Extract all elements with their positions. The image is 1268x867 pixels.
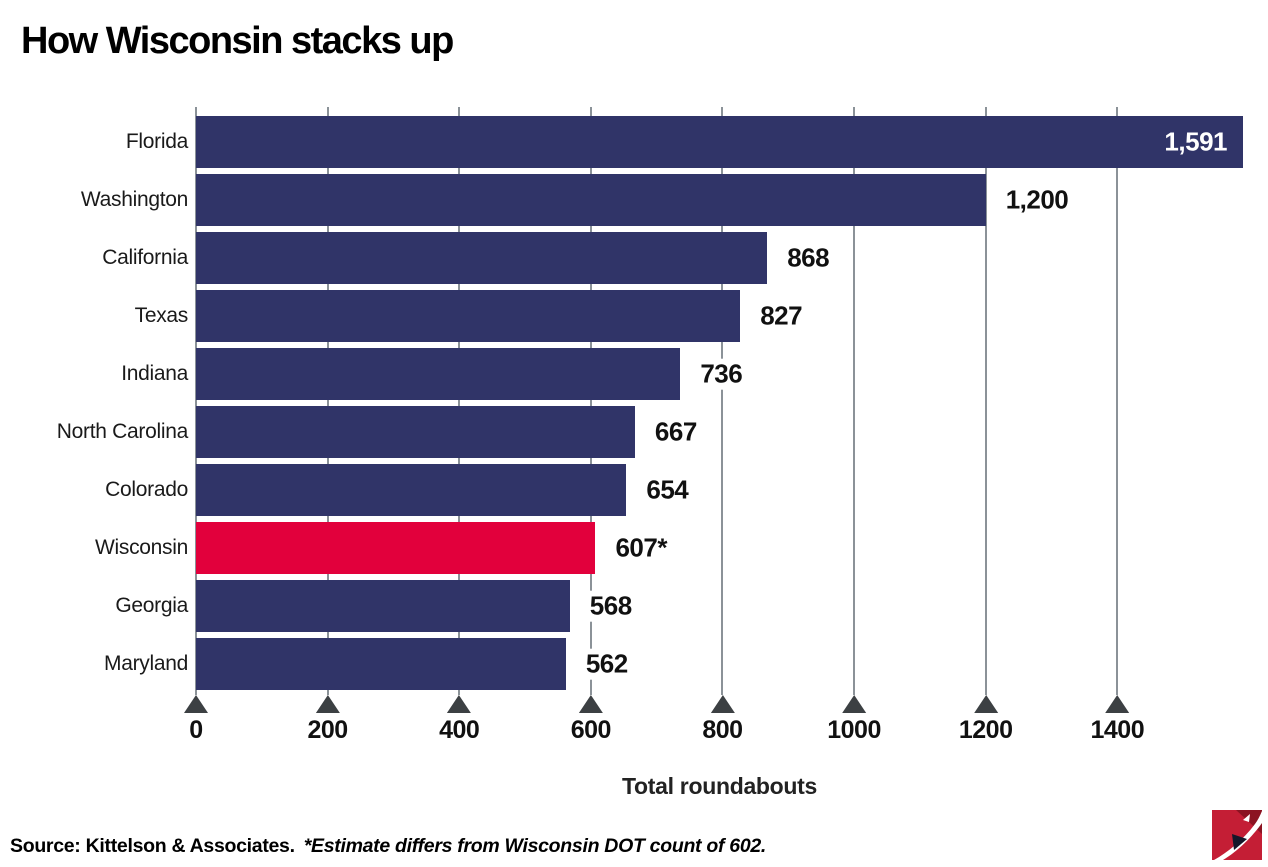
gridline-800	[721, 107, 724, 695]
x-tick-600: 600	[571, 695, 611, 745]
category-label-texas: Texas	[134, 304, 189, 327]
bar-row-california: California 868	[102, 232, 1243, 290]
chart-title: How Wisconsin stacks up	[21, 20, 454, 62]
bar-indiana: 736	[196, 348, 749, 400]
tick-label-1000: 1000	[827, 716, 881, 744]
gridline-1000	[853, 107, 856, 695]
tick-label-400: 400	[439, 716, 480, 744]
tick-label-1400: 1400	[1090, 716, 1145, 744]
bar-north-carolina: 667	[196, 406, 703, 458]
x-tick-1400: 1400	[1090, 695, 1145, 745]
tick-triangle-icon	[315, 695, 340, 713]
x-axis: 0 200 400 600 800 1000 1200 1400	[184, 695, 1243, 751]
bar-row-maryland: Maryland 562	[104, 638, 1243, 696]
bar-colorado: 654	[196, 464, 695, 516]
category-label-georgia: Georgia	[115, 594, 188, 617]
category-label-california: California	[102, 246, 188, 269]
x-tick-1200: 1200	[959, 695, 1013, 745]
bar-rows: Florida 1,591 Washington 1,200 California 868…	[57, 116, 1243, 696]
x-tick-1000: 1000	[827, 695, 881, 745]
bar-row-washington: Washington 1,200	[81, 174, 1243, 232]
value-label-colorado: 654	[640, 474, 695, 506]
journal-sentinel-logo	[1212, 810, 1262, 860]
bar-row-texas: Texas 827	[135, 290, 1243, 348]
x-tick-0: 0	[184, 695, 208, 745]
tick-triangle-icon	[447, 695, 472, 713]
tick-label-1200: 1200	[958, 716, 1013, 744]
gridline-200	[326, 107, 329, 695]
category-label-florida: Florida	[125, 130, 188, 153]
bar-row-colorado: Colorado 654	[105, 464, 1243, 522]
value-label-maryland: 562	[579, 648, 634, 680]
x-tick-800: 800	[702, 695, 743, 745]
logo-nib	[1232, 834, 1247, 850]
logo-barb	[1243, 814, 1250, 822]
tick-label-800: 800	[702, 716, 743, 744]
tick-label-600: 600	[570, 716, 612, 744]
x-tick-400: 400	[439, 695, 480, 745]
source-text: Source: Kittelson & Associates.	[10, 835, 295, 857]
bar-wisconsin: 607*	[196, 522, 673, 574]
category-label-indiana: Indiana	[121, 362, 188, 385]
bar-florida: 1,591	[196, 116, 1243, 168]
gridline-400	[458, 107, 461, 695]
tick-triangle-icon	[184, 695, 208, 713]
value-label-north-carolina: 667	[648, 416, 703, 448]
tick-triangle-icon	[1105, 695, 1130, 713]
category-label-north-carolina: North Carolina	[56, 420, 189, 443]
tick-triangle-icon	[710, 695, 735, 713]
x-tick-200: 200	[308, 695, 348, 745]
value-label-washington: 1,200	[999, 184, 1075, 216]
tick-triangle-icon	[578, 695, 603, 713]
x-axis-title: Total roundabouts	[621, 773, 818, 799]
footnote-text: *Estimate differs from Wisconsin DOT cou…	[303, 835, 767, 857]
bar-row-florida: Florida 1,591	[126, 116, 1243, 174]
gridline-0	[195, 107, 197, 695]
bar-texas: 827	[196, 290, 809, 342]
value-label-california: 868	[781, 242, 836, 274]
gridline-600	[589, 107, 592, 695]
category-label-maryland: Maryland	[104, 652, 188, 675]
tick-triangle-icon	[842, 695, 867, 713]
category-label-wisconsin: Wisconsin	[95, 536, 188, 559]
value-label-texas: 827	[754, 300, 809, 332]
source-line: Source: Kittelson & Associates. *Estimate…	[10, 835, 766, 858]
bar-row-indiana: Indiana 736	[121, 348, 1243, 406]
bar-row-georgia: Georgia 568	[115, 580, 1243, 638]
bar-california: 868	[196, 232, 836, 284]
bar-maryland: 562	[196, 638, 634, 690]
gridline-1400	[1116, 107, 1119, 695]
tick-label-200: 200	[307, 716, 349, 744]
value-label-georgia: 568	[583, 590, 638, 622]
tick-label-0: 0	[189, 716, 203, 744]
category-label-washington: Washington	[80, 188, 188, 211]
bar-row-wisconsin: Wisconsin 607*	[95, 522, 1243, 580]
value-label-florida: 1,591	[1164, 126, 1227, 157]
bar-washington: 1,200	[196, 174, 1075, 226]
bar-row-north-carolina: North Carolina 667	[57, 406, 1243, 464]
tick-triangle-icon	[973, 695, 998, 713]
category-label-colorado: Colorado	[105, 478, 188, 501]
gridline-1200	[984, 107, 987, 695]
bar-georgia: 568	[196, 580, 638, 632]
value-label-indiana: 736	[694, 358, 749, 390]
plot-area: Florida 1,591 Washington 1,200 California 868…	[57, 107, 1243, 696]
value-label-wisconsin: 607*	[609, 532, 673, 564]
